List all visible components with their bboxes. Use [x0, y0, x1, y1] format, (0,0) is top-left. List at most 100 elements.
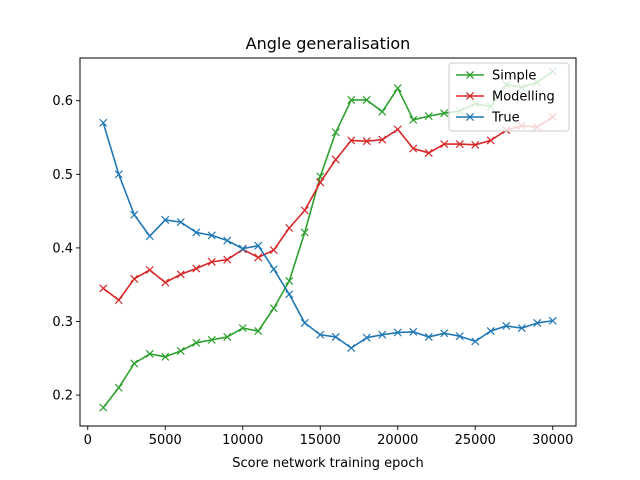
data-point-simple — [176, 346, 185, 355]
data-point-true — [300, 318, 309, 327]
data-point-modelling — [331, 155, 340, 164]
data-point-simple — [378, 107, 387, 116]
data-point-modelling — [254, 253, 263, 262]
data-point-true — [207, 231, 216, 240]
data-point-simple — [145, 349, 154, 358]
data-point-true — [347, 343, 356, 353]
legend-marker-true — [465, 112, 475, 122]
data-point-modelling — [471, 140, 480, 149]
data-point-true — [99, 118, 108, 127]
y-tick-label: 0.3 — [52, 315, 73, 330]
data-point-modelling — [300, 206, 309, 215]
data-point-true — [378, 330, 387, 339]
data-point-true — [471, 337, 480, 346]
data-point-simple — [207, 335, 216, 344]
x-axis: 0 5000 10000 15000 20000 25000 30000 — [84, 426, 573, 448]
data-point-true — [192, 228, 201, 237]
data-point-true — [424, 332, 433, 341]
legend-marker-simple — [465, 70, 475, 80]
data-point-true — [548, 316, 557, 325]
x-tick-label: 15000 — [300, 433, 341, 448]
y-tick-label: 0.6 — [52, 94, 73, 109]
x-tick-label: 30000 — [532, 433, 573, 448]
data-point-simple — [393, 84, 402, 93]
y-tick-label: 0.5 — [52, 168, 73, 183]
x-axis-label: Score network training epoch — [232, 456, 424, 471]
data-point-simple — [238, 324, 247, 333]
data-point-modelling — [409, 144, 418, 153]
data-point-modelling — [393, 125, 402, 134]
data-point-modelling — [99, 284, 108, 293]
data-point-true — [362, 333, 371, 342]
data-point-simple — [285, 276, 294, 286]
data-point-simple — [254, 327, 263, 336]
series-true — [99, 118, 557, 353]
series-line-modelling — [102, 116, 554, 301]
data-point-true — [176, 218, 185, 227]
data-point-true — [269, 265, 278, 274]
data-point-true — [145, 232, 154, 241]
legend-item-modelling: Modelling — [456, 90, 555, 105]
data-point-true — [316, 330, 325, 339]
data-point-true — [161, 215, 170, 224]
data-point-true — [517, 324, 526, 333]
data-point-true — [223, 236, 232, 245]
data-point-modelling — [130, 274, 139, 283]
data-point-modelling — [316, 178, 325, 187]
legend: Simple Modelling True — [448, 62, 570, 132]
data-point-simple — [424, 112, 433, 121]
data-point-true — [130, 210, 139, 219]
legend-label-modelling: Modelling — [492, 90, 555, 105]
data-point-modelling — [207, 257, 216, 266]
legend-box — [448, 62, 570, 132]
legend-marker-modelling — [465, 91, 475, 101]
data-point-true — [238, 244, 247, 253]
data-point-modelling — [440, 140, 449, 149]
data-point-true — [440, 329, 449, 338]
legend-label-simple: Simple — [492, 69, 536, 84]
data-point-true — [502, 321, 511, 330]
data-point-modelling — [424, 148, 433, 157]
x-tick-label: 0 — [84, 433, 92, 448]
data-point-true — [486, 327, 495, 336]
data-point-simple — [114, 383, 123, 392]
data-point-modelling — [176, 270, 185, 279]
data-point-modelling — [486, 136, 495, 145]
data-point-modelling — [269, 246, 278, 255]
legend-label-true: True — [491, 111, 520, 126]
legend-item-true: True — [456, 111, 520, 126]
data-point-true — [393, 328, 402, 337]
data-point-modelling — [378, 135, 387, 144]
data-point-true — [409, 327, 418, 336]
x-tick-label: 5000 — [149, 433, 182, 448]
x-tick-label: 10000 — [222, 433, 263, 448]
data-point-simple — [331, 128, 340, 137]
data-point-true — [114, 170, 123, 179]
data-point-simple — [130, 359, 139, 368]
data-point-simple — [269, 304, 278, 313]
data-point-simple — [300, 228, 309, 237]
x-tick-label: 20000 — [377, 433, 418, 448]
data-point-modelling — [455, 140, 464, 149]
data-point-true — [331, 332, 340, 341]
data-point-simple — [362, 95, 371, 104]
plot-frame — [79, 57, 577, 427]
chart-title: Angle generalisation — [246, 34, 411, 53]
data-point-modelling — [145, 265, 154, 274]
series-line-true — [102, 122, 553, 349]
x-tick-label: 25000 — [455, 433, 496, 448]
data-point-modelling — [347, 136, 356, 145]
data-point-true — [254, 241, 263, 250]
data-point-true — [285, 290, 294, 299]
data-point-simple — [161, 352, 170, 361]
data-point-modelling — [285, 223, 294, 233]
data-point-true — [533, 318, 542, 327]
data-point-true — [455, 332, 464, 341]
y-tick-label: 0.2 — [52, 389, 73, 404]
y-axis: 0.2 0.3 0.4 0.5 0.6 — [52, 94, 80, 404]
data-point-modelling — [161, 278, 170, 287]
y-tick-label: 0.4 — [52, 241, 73, 256]
data-point-modelling — [223, 255, 232, 264]
data-point-simple — [440, 109, 449, 118]
